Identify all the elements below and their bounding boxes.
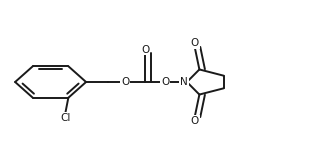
Text: O: O [191,116,199,126]
Text: O: O [191,38,199,48]
Text: N: N [180,77,188,87]
Text: O: O [161,77,170,87]
Text: Cl: Cl [60,113,70,123]
Text: O: O [121,77,129,87]
Text: O: O [141,44,149,54]
